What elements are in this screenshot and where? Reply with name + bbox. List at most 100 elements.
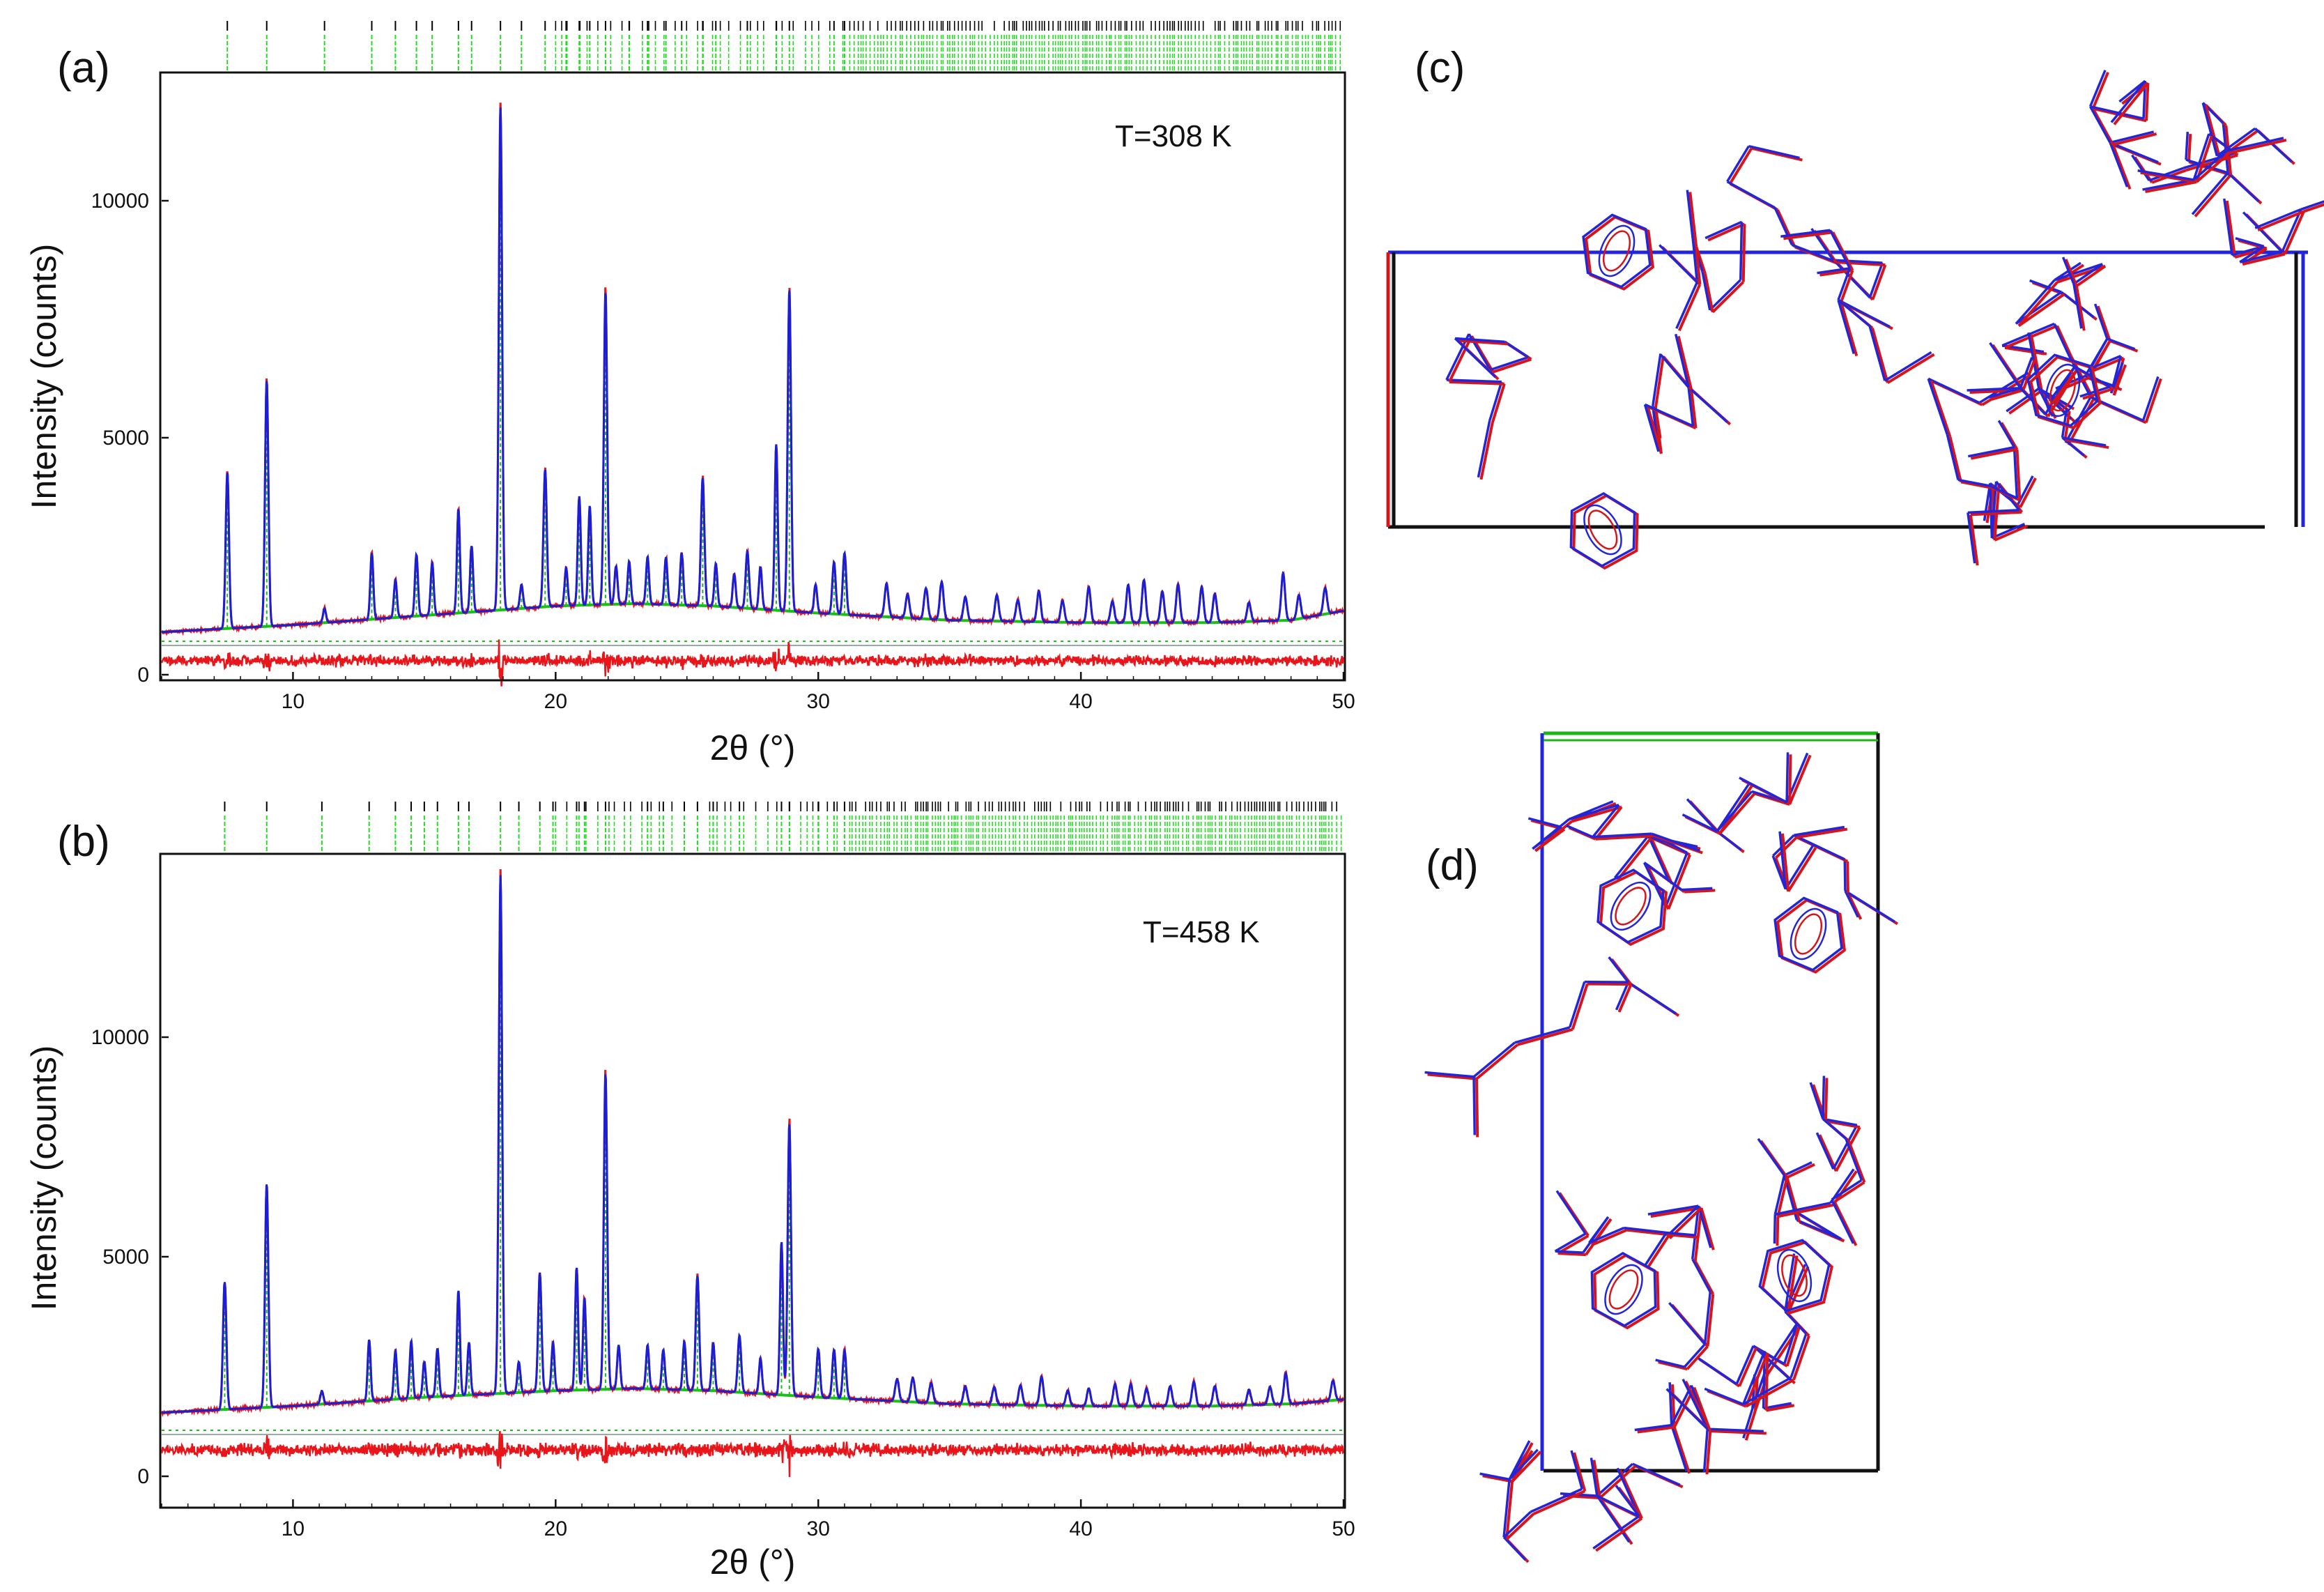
bond-red <box>2242 252 2286 266</box>
bond-red <box>2194 174 2232 217</box>
bond-red <box>1710 1430 1767 1435</box>
bond-blue <box>2254 208 2302 229</box>
bond-red <box>2257 210 2304 232</box>
bond-blue <box>1838 298 1891 328</box>
bond-blue <box>1615 981 1630 1011</box>
bond-blue <box>1555 1250 1583 1254</box>
bond-red <box>2022 359 2036 391</box>
bond-blue <box>2254 128 2293 163</box>
bond-red <box>1886 353 1935 384</box>
bond-red <box>1684 889 1716 894</box>
chart-a-frame <box>159 71 1346 682</box>
bond-blue <box>1735 1345 1755 1385</box>
chart-b-plot-area <box>160 868 1344 1478</box>
bond-blue <box>1490 355 1529 372</box>
bond-blue <box>1773 1214 1777 1244</box>
bond-blue <box>1773 1174 1786 1215</box>
bond-blue <box>1697 1205 1712 1248</box>
bond-blue <box>2089 105 2111 144</box>
bond-blue <box>2090 105 2144 120</box>
bond-blue <box>1868 262 1884 298</box>
bond-red <box>1969 514 1979 566</box>
bond-blue <box>2093 303 2109 339</box>
bond-blue <box>2231 245 2265 257</box>
chart-a-series-observed <box>160 102 1345 636</box>
bond-blue <box>1665 1388 1709 1430</box>
bond-red <box>1744 1352 1769 1407</box>
structure-panel-c: (c) <box>1386 44 2324 570</box>
bond-red <box>2040 390 2057 420</box>
bond-blue <box>1704 220 1743 240</box>
bond-blue <box>1815 1132 1835 1170</box>
bond-blue <box>1661 838 1688 854</box>
chart-a-reflection-ticks <box>226 21 1341 72</box>
bond-red <box>1479 422 1494 480</box>
bond-red <box>2091 107 2114 146</box>
bond-blue <box>1845 1138 1863 1181</box>
bond-blue <box>2110 80 2146 123</box>
bond-blue <box>2201 102 2219 157</box>
bond-red <box>1700 1207 1715 1250</box>
aromatic-ring-red <box>1776 898 1847 974</box>
bond-blue <box>1608 956 1629 983</box>
bond-blue <box>1670 1425 1688 1472</box>
bond-red <box>1619 1469 1643 1520</box>
bond-blue <box>1643 404 1660 452</box>
structure-panel-d: (d) <box>1424 731 1898 1563</box>
chart-a-ytick-label: 0 <box>137 664 149 687</box>
bond-blue <box>2185 158 2229 174</box>
bond-blue <box>1675 282 1698 330</box>
aromatic-ring-inner <box>1604 1264 1643 1315</box>
aromatic-ring-blue <box>1596 868 1665 944</box>
bond-red <box>2096 305 2111 342</box>
bond-red <box>1786 1266 1810 1315</box>
bond-blue <box>1674 333 1690 388</box>
bond-red <box>2008 389 2042 415</box>
bond-red <box>1669 1233 1698 1239</box>
bond-red <box>1557 1252 1586 1257</box>
bond-red <box>1672 1427 1691 1474</box>
panel-c-label: (c) <box>1415 44 1465 92</box>
bond-red <box>2064 259 2078 287</box>
bond-red <box>2284 211 2305 255</box>
bond-blue <box>2242 211 2284 253</box>
bond-blue <box>1726 180 1776 209</box>
aromatic-ring-red <box>1584 215 1655 291</box>
aromatic-ring-inner <box>1608 1269 1639 1310</box>
bond-blue <box>1668 1382 1673 1425</box>
bond-red <box>1994 524 2029 542</box>
bond-red <box>2145 181 2197 194</box>
aromatic-ring-inner <box>2045 363 2081 418</box>
aromatic-ring-inner <box>1794 913 1823 955</box>
bond-red <box>1693 1207 1703 1262</box>
bond-blue <box>2185 132 2190 160</box>
chart-b-xtick-label: 40 <box>1069 1517 1092 1540</box>
bond-blue <box>1741 1350 1766 1405</box>
bond-blue <box>1554 1232 1587 1253</box>
bond-red <box>2017 293 2065 328</box>
bond-red <box>1786 1163 1815 1179</box>
aromatic-ring-blue <box>1758 1239 1831 1312</box>
bond-blue <box>1592 1515 1640 1550</box>
bond-red <box>1777 1203 1834 1218</box>
bond-red <box>1786 1255 1799 1314</box>
bond-red <box>1571 805 1622 823</box>
bond-blue <box>2090 355 2122 370</box>
bond-red <box>1871 328 1889 383</box>
bond-blue <box>1532 818 1570 850</box>
bond-blue <box>1790 1333 1808 1379</box>
bond-red <box>1595 1517 1643 1552</box>
bond-blue <box>1764 1323 1798 1373</box>
bond-blue <box>1832 1124 1859 1170</box>
chart-a-xtick-label: 20 <box>544 690 567 713</box>
bond-blue <box>2089 338 2109 369</box>
bond-red <box>1591 1228 1628 1246</box>
bond-red <box>1991 388 2024 401</box>
bond-blue <box>1454 337 1497 378</box>
chart-b-ytick-label: 10000 <box>91 1026 149 1049</box>
bond-blue <box>1644 1232 1668 1266</box>
bond-blue <box>1683 1343 1706 1368</box>
bond-red <box>1646 406 1663 454</box>
bond-blue <box>2048 366 2076 402</box>
aromatic-ring-blue <box>1582 213 1652 289</box>
